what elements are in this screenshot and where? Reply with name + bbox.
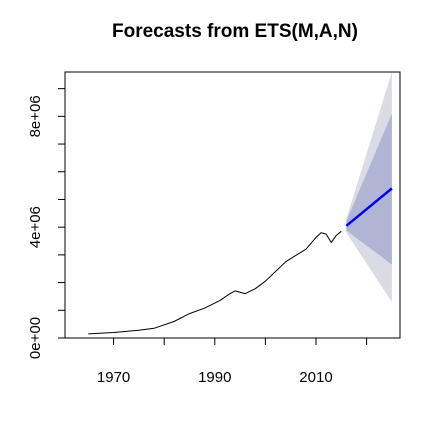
x-tick-label: 1970	[97, 369, 130, 386]
y-tick-label: 4e+06	[27, 206, 44, 248]
series-lines	[88, 187, 393, 335]
series-line-observed	[88, 230, 342, 335]
y-tick-label: 0e+00	[27, 317, 44, 359]
x-axis: 1970 1990 2010	[97, 338, 368, 386]
series-line-point-forecast	[345, 187, 393, 227]
x-tick-label: 2010	[299, 369, 332, 386]
plot-frame	[64, 71, 401, 339]
interval-band-80	[346, 113, 392, 265]
x-tick-label: 1990	[198, 369, 231, 386]
prediction-intervals	[346, 72, 392, 302]
y-tick-label: 8e+06	[27, 95, 44, 137]
y-axis: 0e+00 4e+06 8e+06	[27, 88, 65, 359]
chart-title: Forecasts from ETS(M,A,N)	[112, 21, 358, 42]
